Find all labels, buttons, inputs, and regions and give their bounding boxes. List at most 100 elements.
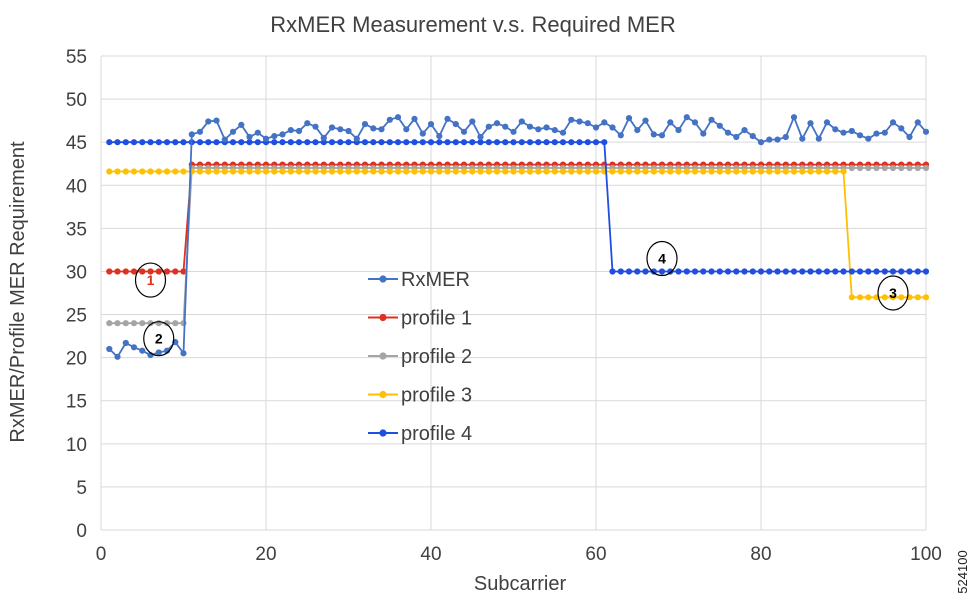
data-point-rxmer xyxy=(493,120,501,127)
data-point-profile-3 xyxy=(155,168,162,175)
data-point-rxmer xyxy=(337,126,344,133)
data-point-profile-4 xyxy=(625,268,633,275)
data-point-profile-4 xyxy=(889,268,897,275)
data-point-rxmer xyxy=(155,349,162,356)
data-point-profile-4 xyxy=(518,139,525,146)
data-point-profile-4 xyxy=(502,139,509,146)
data-point-profile-4 xyxy=(370,139,377,146)
data-point-rxmer xyxy=(832,126,839,133)
data-point-profile-3 xyxy=(782,168,789,175)
data-point-profile-3 xyxy=(287,168,294,175)
data-point-profile-4 xyxy=(452,139,459,146)
data-point-profile-4 xyxy=(757,268,765,275)
data-point-profile-4 xyxy=(229,139,237,146)
legend-swatch-marker-rxmer xyxy=(379,275,387,283)
data-point-profile-3 xyxy=(576,168,583,175)
data-point-profile-4 xyxy=(287,139,294,146)
data-point-rxmer xyxy=(254,129,261,136)
series-profile-2 xyxy=(106,164,930,327)
series-line-profile-1 xyxy=(109,163,926,273)
data-point-rxmer xyxy=(469,118,476,125)
y-tick-label: 55 xyxy=(66,47,87,68)
data-point-profile-3 xyxy=(675,168,682,175)
data-point-profile-4 xyxy=(733,268,740,275)
data-point-profile-3 xyxy=(469,168,476,175)
data-point-rxmer xyxy=(543,124,550,131)
data-point-profile-4 xyxy=(328,139,336,146)
data-point-profile-4 xyxy=(667,268,674,275)
data-point-rxmer xyxy=(807,120,814,127)
data-point-rxmer xyxy=(485,123,492,130)
data-point-rxmer xyxy=(180,350,187,357)
data-point-rxmer xyxy=(328,124,336,131)
data-point-rxmer xyxy=(106,345,113,353)
data-point-rxmer xyxy=(790,114,798,121)
data-point-rxmer xyxy=(386,116,393,123)
data-point-rxmer xyxy=(766,136,773,143)
data-point-rxmer xyxy=(873,130,880,137)
data-point-profile-4 xyxy=(304,139,311,146)
data-point-rxmer xyxy=(287,127,294,134)
data-point-rxmer xyxy=(865,135,872,142)
data-point-profile-3 xyxy=(403,168,410,175)
data-point-profile-2 xyxy=(865,164,872,172)
data-point-rxmer xyxy=(848,127,855,135)
data-point-profile-4 xyxy=(766,268,773,275)
data-point-rxmer xyxy=(642,117,649,124)
data-point-profile-3 xyxy=(543,168,550,175)
data-point-profile-3 xyxy=(625,168,633,175)
data-point-profile-4 xyxy=(840,268,847,275)
legend-swatch-marker-profile-4 xyxy=(379,429,387,437)
data-point-profile-4 xyxy=(130,139,138,146)
data-point-profile-2 xyxy=(147,320,154,327)
data-point-profile-3 xyxy=(518,168,525,175)
data-point-profile-3 xyxy=(172,168,179,175)
data-point-profile-3 xyxy=(592,168,600,175)
data-point-profile-3 xyxy=(807,168,814,175)
data-point-profile-4 xyxy=(535,139,542,146)
data-point-profile-2 xyxy=(873,164,880,172)
data-point-profile-4 xyxy=(361,139,369,146)
x-tick-label: 60 xyxy=(585,544,606,565)
data-point-rxmer xyxy=(345,127,352,135)
data-point-profile-3 xyxy=(741,168,748,175)
series-rxmer xyxy=(106,114,930,360)
data-point-profile-3 xyxy=(221,168,228,175)
x-tick-label: 80 xyxy=(750,544,771,565)
data-point-rxmer xyxy=(361,121,369,128)
x-tick-label: 0 xyxy=(96,544,107,565)
legend: RxMER profile 1 profile 2 profile 3 profile … xyxy=(368,269,472,445)
data-point-profile-4 xyxy=(460,139,468,146)
data-point-profile-4 xyxy=(386,139,393,146)
data-point-profile-3 xyxy=(493,168,501,175)
data-point-rxmer xyxy=(823,119,831,126)
x-tick-label: 40 xyxy=(420,544,441,565)
data-point-profile-4 xyxy=(543,139,550,146)
data-point-rxmer xyxy=(634,127,641,134)
data-point-profile-3 xyxy=(856,294,864,301)
data-point-profile-3 xyxy=(774,168,781,175)
data-point-profile-1 xyxy=(122,268,129,275)
series-profile-3 xyxy=(106,168,930,301)
data-point-profile-3 xyxy=(163,168,171,175)
data-point-rxmer xyxy=(477,133,484,141)
data-point-profile-4 xyxy=(568,139,575,146)
data-point-profile-3 xyxy=(683,168,690,175)
data-point-profile-3 xyxy=(304,168,311,175)
data-point-rxmer xyxy=(592,124,600,131)
data-point-profile-3 xyxy=(262,168,270,175)
data-point-rxmer xyxy=(609,124,616,131)
data-point-rxmer xyxy=(535,126,542,133)
y-tick-label: 0 xyxy=(76,521,87,542)
data-point-rxmer xyxy=(749,133,756,140)
data-point-profile-2 xyxy=(898,164,905,172)
legend-label-profile-3: profile 3 xyxy=(401,385,472,407)
data-point-rxmer xyxy=(881,129,888,136)
data-point-rxmer xyxy=(914,119,921,126)
data-point-profile-4 xyxy=(196,139,204,146)
y-tick-label: 45 xyxy=(66,133,87,154)
data-point-rxmer xyxy=(370,125,377,132)
data-point-profile-4 xyxy=(634,268,641,275)
data-point-profile-4 xyxy=(551,139,558,146)
callout-circle xyxy=(143,321,175,357)
